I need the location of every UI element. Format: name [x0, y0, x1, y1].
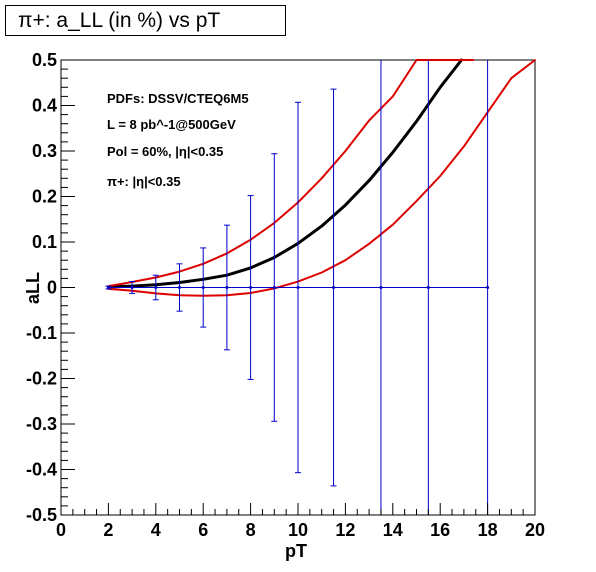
y-tick-label: -0.5: [26, 505, 57, 525]
y-tick-label: 0.5: [32, 50, 57, 70]
x-tick-label: 12: [335, 520, 355, 540]
data-point: [486, 286, 490, 289]
annotation-text: L = 8 pb^-1@500GeV: [107, 117, 236, 132]
annotation-layer: PDFs: DSSV/CTEQ6M5 L = 8 pb^-1@500GeV Pol …: [107, 91, 249, 189]
x-tick-label: 2: [103, 520, 113, 540]
x-tick-label: 16: [430, 520, 450, 540]
data-point: [130, 286, 134, 289]
data-point: [379, 286, 383, 289]
data-point: [225, 286, 229, 289]
x-axis-title: pT: [285, 541, 307, 561]
x-tick-label: 8: [246, 520, 256, 540]
data-point: [106, 286, 110, 289]
error-bar-layer: [105, 60, 490, 515]
data-point: [178, 286, 181, 289]
x-tick-label: 4: [151, 520, 161, 540]
x-tick-label: 14: [383, 520, 403, 540]
y-tick-label: -0.2: [26, 369, 57, 389]
x-tick-label: 10: [288, 520, 308, 540]
data-point: [332, 286, 336, 289]
y-tick-label: -0.4: [26, 460, 57, 480]
y-tick-label: 0: [47, 278, 57, 298]
x-tick-label: 6: [198, 520, 208, 540]
data-point: [296, 286, 300, 289]
annotation-text: π+: |η|<0.35: [107, 174, 181, 189]
y-tick-label: -0.3: [26, 414, 57, 434]
central-curve: [106, 58, 463, 289]
chart-title: π+: a_LL (in %) vs pT: [5, 5, 286, 36]
x-tick-label: 18: [478, 520, 498, 540]
y-axis-title: aLL: [23, 272, 43, 304]
data-point: [426, 286, 430, 289]
data-point: [249, 286, 253, 289]
y-tick-label: 0.4: [32, 96, 57, 116]
axes-layer: 0 2 4 6 8 10 12 14 16 18 20 -0.5 -0.4 -0.3 -0.2 -0.1 0 0.…: [26, 50, 545, 540]
annotation-text: Pol = 60%, |η|<0.35: [107, 144, 223, 159]
x-tick-label: 0: [56, 520, 66, 540]
y-tick-label: 0.1: [32, 232, 57, 252]
data-point: [272, 286, 276, 289]
y-tick-label: 0.2: [32, 187, 57, 207]
data-point: [154, 286, 158, 289]
x-tick-label: 20: [525, 520, 545, 540]
annotation-text: PDFs: DSSV/CTEQ6M5: [107, 91, 249, 106]
y-tick-label: -0.1: [26, 323, 57, 343]
data-point: [201, 286, 205, 289]
y-tick-label: 0.3: [32, 141, 57, 161]
